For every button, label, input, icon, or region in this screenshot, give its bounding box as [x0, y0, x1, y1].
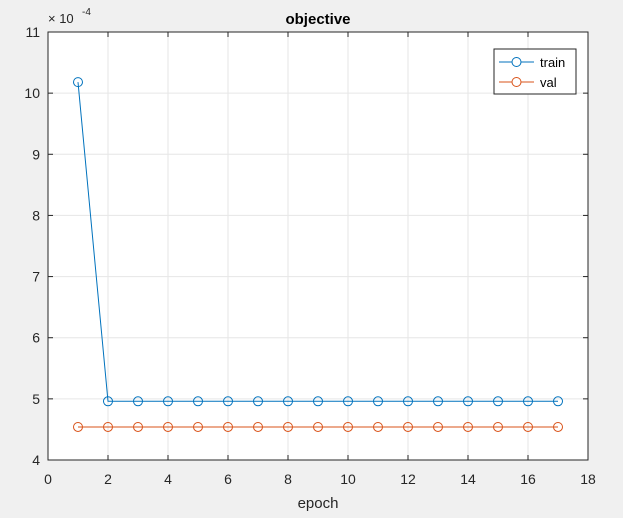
data-point-train	[433, 396, 443, 407]
x-tick-labels: 0 2 4 6 8 10 12 14 16 18	[44, 471, 596, 487]
data-point-train	[313, 396, 323, 407]
data-point-train	[553, 396, 563, 407]
data-point-val	[283, 421, 293, 432]
data-point-val	[253, 421, 263, 432]
data-point-val	[523, 421, 533, 432]
legend-entry-val: val	[499, 75, 557, 90]
y-tick-label: 5	[32, 391, 40, 407]
y-tick-labels: 4 5 6 7 8 9 10 11	[24, 24, 40, 468]
data-point-train	[403, 396, 413, 407]
data-point-val	[223, 421, 233, 432]
plot-area	[48, 32, 588, 460]
legend-box	[493, 48, 577, 95]
y-exponent-power: -4	[82, 7, 91, 18]
x-tick-label: 10	[340, 471, 356, 487]
data-point-val	[463, 421, 473, 432]
y-tick-label: 10	[24, 85, 40, 101]
chart-title: objective	[285, 11, 350, 28]
legend-marker	[511, 57, 522, 67]
y-tick-label: 11	[25, 24, 40, 40]
y-tick-label: 4	[32, 452, 40, 468]
series-train	[73, 77, 563, 407]
data-point-train	[283, 396, 293, 407]
x-tick-label: 6	[224, 471, 232, 487]
x-tick-label: 14	[460, 471, 476, 487]
legend-entry-train: train	[499, 55, 565, 70]
legend-entries: train val	[499, 55, 565, 90]
series-layer	[73, 77, 563, 432]
x-axis-label: epoch	[298, 495, 339, 512]
data-point-val	[163, 421, 173, 432]
x-tick-label: 8	[284, 471, 292, 487]
legend-label: val	[540, 75, 557, 90]
data-point-train	[73, 77, 83, 88]
data-point-train	[523, 396, 533, 407]
data-point-val	[403, 421, 413, 432]
legend-marker	[511, 77, 522, 87]
data-point-train	[493, 396, 503, 407]
ticks	[47, 31, 589, 461]
data-point-train	[253, 396, 263, 407]
data-point-train	[193, 396, 203, 407]
x-tick-label: 0	[44, 471, 52, 487]
y-tick-label: 6	[32, 330, 40, 346]
data-point-val	[343, 421, 353, 432]
series-val	[73, 421, 563, 432]
x-tick-label: 4	[164, 471, 172, 487]
data-point-val	[133, 421, 143, 432]
data-point-train	[463, 396, 473, 407]
data-point-val	[433, 421, 443, 432]
data-point-val	[313, 421, 323, 432]
data-point-val	[103, 421, 113, 432]
series-line-train	[77, 82, 558, 402]
x-tick-label: 2	[104, 471, 112, 487]
data-point-train	[133, 396, 143, 407]
legend-label: train	[540, 55, 565, 70]
x-tick-label: 12	[400, 471, 416, 487]
axes-box	[47, 31, 589, 461]
x-tick-label: 16	[520, 471, 536, 487]
data-point-val	[553, 421, 563, 432]
y-exponent-base: × 10	[48, 11, 74, 26]
y-tick-label: 7	[32, 269, 40, 285]
x-tick-label: 18	[580, 471, 596, 487]
data-point-val	[193, 421, 203, 432]
data-point-val	[373, 421, 383, 432]
y-tick-label: 9	[32, 146, 40, 162]
data-point-train	[163, 396, 173, 407]
legend: train val	[493, 48, 577, 95]
data-point-val	[73, 421, 83, 432]
data-point-train	[103, 396, 113, 407]
data-point-train	[373, 396, 383, 407]
data-point-train	[343, 396, 353, 407]
data-point-val	[493, 421, 503, 432]
y-tick-label: 8	[32, 207, 40, 223]
data-point-train	[223, 396, 233, 407]
y-exponent-label: × 10 -4	[48, 7, 91, 26]
